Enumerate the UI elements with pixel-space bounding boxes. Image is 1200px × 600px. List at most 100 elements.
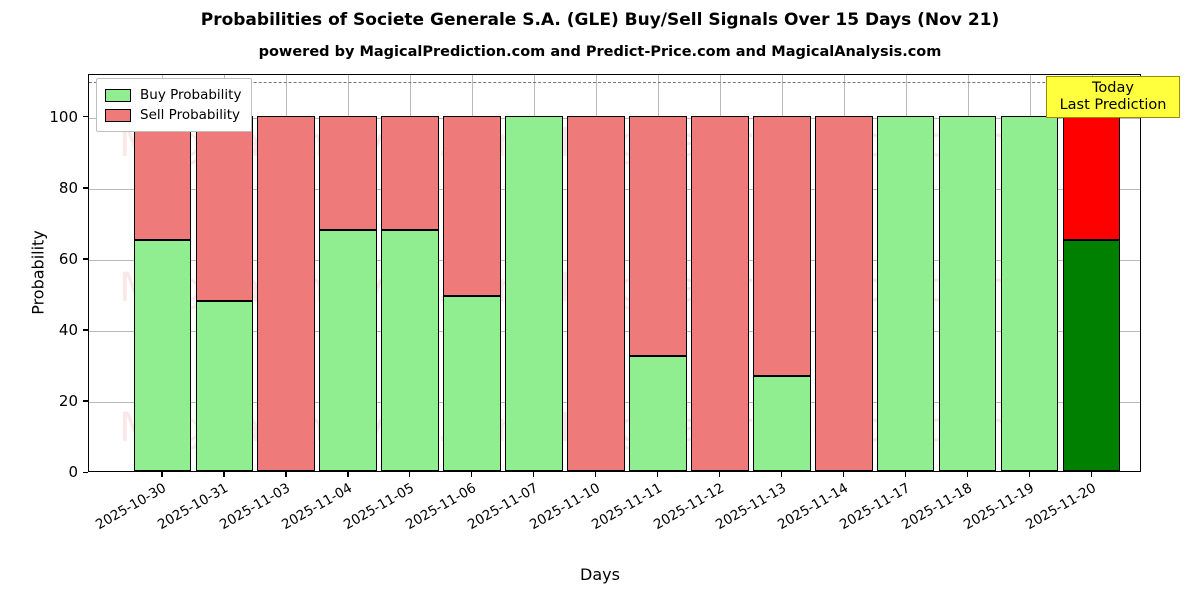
bar-segment-sell (319, 115, 377, 231)
bar-today (1062, 73, 1121, 471)
y-tick-mark (83, 400, 88, 402)
bar-segment-buy (876, 115, 935, 471)
bar-segment-sell (814, 115, 873, 471)
y-tick-label: 100 (49, 107, 78, 126)
bar (443, 73, 501, 471)
bar (195, 73, 254, 471)
y-tick-label: 40 (58, 320, 78, 339)
bar-segment-sell (443, 115, 501, 297)
x-tick-label: 2025-11-14 (774, 480, 851, 534)
bar-segment-buy (381, 230, 439, 471)
legend-swatch-buy (105, 88, 131, 102)
x-tick-mark (1028, 472, 1030, 477)
x-tick-mark (656, 472, 659, 477)
x-tick-label: 2025-11-06 (403, 480, 480, 534)
plot-area: MagicalAnalysis.comMagicalPrediction.com… (88, 74, 1141, 472)
x-tick-mark (842, 472, 845, 477)
x-tick-mark (223, 472, 225, 477)
bar-segment-sell (381, 115, 439, 231)
legend-swatch-sell (105, 108, 131, 122)
legend-item-sell: Sell Probability (105, 105, 241, 125)
x-tick-label: 2025-11-19 (960, 480, 1037, 534)
bar-segment-buy (1062, 240, 1121, 471)
x-tick-label: 2025-11-17 (836, 480, 913, 534)
legend-label-buy: Buy Probability (140, 87, 242, 103)
x-tick-mark (161, 472, 163, 477)
bar-segment-buy (938, 115, 997, 471)
y-tick-label: 80 (58, 178, 78, 197)
legend-label-sell: Sell Probability (140, 107, 241, 123)
bar (381, 73, 439, 471)
x-tick-label: 2025-11-04 (279, 480, 356, 534)
today-annotation-line1: Today (1092, 80, 1134, 96)
x-tick-mark (594, 472, 597, 477)
x-tick-label: 2025-11-18 (898, 480, 975, 534)
x-tick-mark (347, 472, 349, 477)
x-tick-label: 2025-11-07 (465, 480, 542, 534)
x-tick-mark (471, 472, 473, 477)
bar (567, 73, 625, 471)
bar (814, 73, 873, 471)
x-tick-label: 2025-11-13 (712, 480, 789, 534)
bar (876, 73, 935, 471)
bar-segment-sell (691, 115, 749, 471)
y-tick-mark (83, 187, 88, 189)
bar (257, 73, 316, 471)
x-tick-mark (904, 472, 906, 477)
bar-segment-buy (1000, 115, 1059, 471)
bar (938, 73, 997, 471)
y-tick-mark (83, 258, 88, 260)
bar-segment-sell (257, 115, 316, 471)
y-tick-label: 0 (68, 463, 78, 481)
bar-segment-sell (195, 115, 254, 302)
bar-segment-sell (629, 115, 687, 357)
x-tick-mark (1090, 472, 1092, 477)
x-axis-label: Days (580, 565, 620, 584)
bar-segment-buy (195, 301, 254, 471)
bar (691, 73, 749, 471)
bar-segment-sell (1062, 115, 1121, 241)
bar-segment-buy (133, 240, 192, 471)
x-tick-mark (285, 472, 287, 477)
chart-subtitle: powered by MagicalPrediction.com and Pre… (258, 44, 942, 60)
x-tick-label: 2025-11-20 (1022, 480, 1099, 534)
x-tick-mark (533, 472, 535, 477)
y-tick-mark (83, 329, 88, 331)
x-tick-label: 2025-11-12 (650, 480, 727, 534)
x-tick-label: 2025-11-10 (527, 480, 603, 534)
bar (629, 73, 687, 471)
bar (319, 73, 377, 471)
bar (505, 73, 563, 471)
bar-segment-sell (753, 115, 811, 377)
bar-segment-buy (753, 376, 811, 471)
bar (1000, 73, 1059, 471)
chart-title: Probabilities of Societe Generale S.A. (… (200, 10, 1000, 30)
today-annotation-line2: Last Prediction (1059, 97, 1167, 113)
x-tick-mark (780, 472, 783, 477)
bar-segment-buy (629, 356, 687, 471)
y-tick-label: 20 (58, 391, 78, 410)
legend-item-buy: Buy Probability (105, 85, 241, 105)
y-tick-label: 60 (58, 249, 78, 268)
today-annotation: Today Last Prediction (1046, 76, 1180, 118)
bar-segment-buy (505, 115, 563, 471)
x-tick-mark (966, 472, 968, 477)
x-tick-label: 2025-11-03 (217, 480, 294, 534)
bar-segment-buy (319, 230, 377, 471)
bar-segment-sell (567, 115, 625, 471)
reference-line (89, 82, 1140, 84)
y-tick-mark (83, 116, 88, 118)
x-tick-label: 2025-10-31 (155, 480, 232, 534)
bar-segment-buy (443, 296, 501, 471)
bar (753, 73, 811, 471)
x-tick-mark (409, 472, 411, 477)
bar (133, 73, 192, 471)
x-tick-label: 2025-10-30 (93, 480, 170, 534)
y-tick-mark (83, 471, 88, 473)
x-tick-label: 2025-11-11 (588, 480, 665, 534)
x-tick-label: 2025-11-05 (341, 480, 418, 534)
chart-legend: Buy Probability Sell Probability (96, 78, 253, 132)
bar-segment-sell (133, 115, 192, 241)
x-tick-mark (718, 472, 721, 477)
